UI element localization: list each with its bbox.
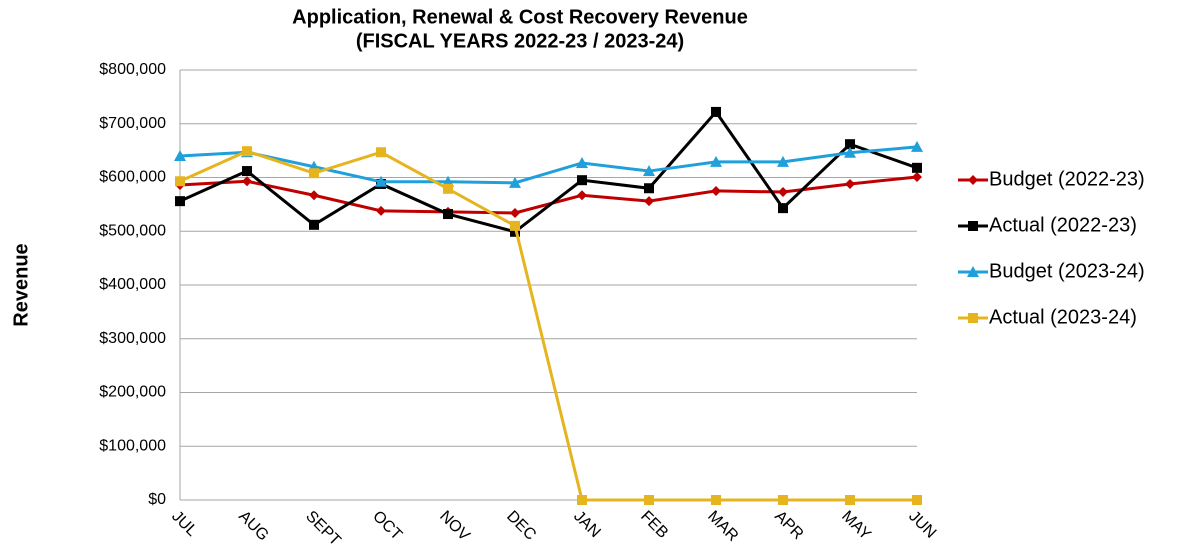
series-line [179, 145, 918, 185]
y-tick-label: $700,000 [99, 115, 166, 132]
marker [644, 196, 654, 207]
marker [174, 150, 186, 161]
marker [376, 147, 386, 158]
y-tick-label: $200,000 [99, 384, 166, 401]
marker [845, 139, 855, 150]
marker [577, 175, 587, 186]
marker [309, 168, 319, 179]
marker [778, 203, 788, 214]
series-line [179, 109, 918, 234]
x-tick-label: NOV [436, 508, 473, 545]
marker [968, 313, 978, 323]
marker [778, 495, 788, 505]
x-tick-label: JUL [168, 508, 200, 540]
marker [711, 495, 721, 505]
marker [845, 495, 855, 505]
marker [710, 155, 722, 167]
marker [309, 190, 319, 201]
marker [968, 221, 978, 231]
marker [844, 146, 856, 158]
marker [644, 495, 654, 505]
x-tick-label: JUN [905, 508, 939, 542]
legend-label: Budget (2023-24) [989, 260, 1145, 282]
x-tick-label: FEB [637, 508, 671, 542]
y-tick-label: $500,000 [99, 222, 166, 239]
marker [509, 176, 521, 188]
y-tick-label: $800,000 [99, 61, 166, 78]
x-tick-label: SEPT [302, 508, 344, 550]
legend-label: Actual (2023-24) [989, 306, 1137, 328]
marker [777, 155, 789, 167]
marker [577, 495, 587, 505]
marker [968, 175, 978, 185]
marker [711, 185, 721, 196]
legend-label: Actual (2022-23) [989, 214, 1137, 236]
marker [510, 220, 520, 231]
marker [242, 166, 252, 177]
marker [577, 190, 587, 201]
marker [845, 178, 855, 189]
x-tick-label: JAN [570, 508, 603, 541]
marker [376, 205, 386, 216]
marker [242, 146, 252, 157]
x-tick-label: AUG [235, 508, 272, 545]
marker [242, 176, 252, 187]
marker [911, 140, 923, 152]
marker [778, 187, 788, 198]
x-tick-label: DEC [503, 508, 539, 544]
y-axis-label: Revenue [10, 243, 32, 326]
marker [443, 183, 453, 194]
marker [175, 196, 185, 207]
series-line [179, 149, 917, 502]
x-tick-label: OCT [369, 508, 405, 544]
marker [175, 176, 185, 187]
x-tick-label: APR [771, 508, 806, 543]
legend-label: Budget (2022-23) [989, 168, 1145, 190]
marker [375, 175, 387, 187]
chart-subtitle: (FISCAL YEARS 2022-23 / 2023-24) [356, 30, 684, 52]
x-tick-label: MAY [838, 508, 874, 544]
marker [912, 162, 922, 173]
y-tick-label: $600,000 [99, 169, 166, 186]
x-tick-label: MAR [704, 508, 741, 545]
marker [711, 106, 721, 117]
marker [576, 156, 588, 168]
marker [912, 171, 922, 182]
y-tick-label: $300,000 [99, 330, 166, 347]
y-tick-label: $0 [148, 491, 166, 508]
marker [967, 266, 979, 277]
marker [643, 165, 655, 177]
y-tick-label: $100,000 [99, 437, 166, 454]
chart-title: Application, Renewal & Cost Recovery Rev… [292, 6, 748, 28]
marker [510, 207, 520, 218]
marker [443, 209, 453, 220]
marker [912, 495, 922, 505]
marker [644, 183, 654, 194]
marker [309, 219, 319, 230]
y-tick-label: $400,000 [99, 276, 166, 293]
